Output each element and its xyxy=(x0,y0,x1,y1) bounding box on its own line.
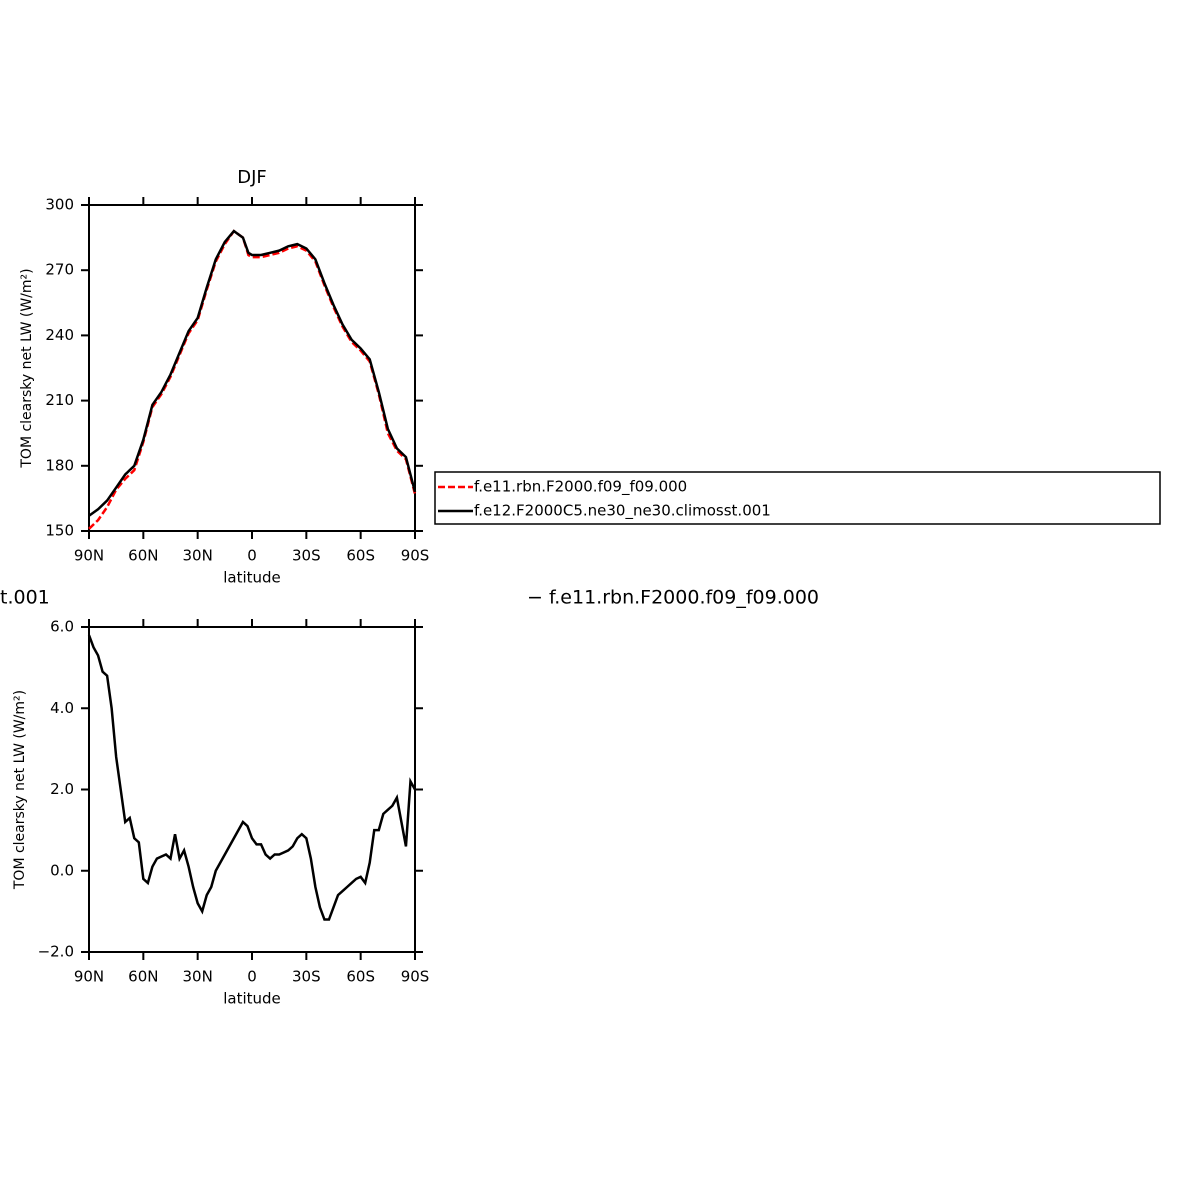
y-axis-label: TOM clearsky net LW (W/m²) xyxy=(19,268,35,468)
x-tick-label: 30N xyxy=(183,968,213,986)
x-tick-label: 90N xyxy=(74,547,104,565)
x-axis-label: latitude xyxy=(223,569,281,587)
y-tick-label: 210 xyxy=(45,391,74,409)
plot-frame xyxy=(88,204,416,532)
x-tick-label: 90S xyxy=(401,968,430,986)
legend-label: f.e12.F2000C5.ne30_ne30.climosst.001 xyxy=(474,502,771,521)
x-tick-label: 60N xyxy=(128,968,158,986)
y-tick-label: 0.0 xyxy=(50,861,74,879)
data-line xyxy=(88,229,417,530)
x-tick-label: 30S xyxy=(292,968,321,986)
y-tick-label: 180 xyxy=(45,456,74,474)
x-axis-label: latitude xyxy=(223,990,281,1008)
x-tick-label: 60S xyxy=(346,968,375,986)
y-tick-label: 150 xyxy=(45,522,74,540)
y-tick-label: −2.0 xyxy=(38,943,74,961)
x-tick-label: 60N xyxy=(128,547,158,565)
legend-box xyxy=(434,471,1161,525)
x-tick-label: 90S xyxy=(401,547,430,565)
annotation: t.001 xyxy=(0,587,50,609)
y-tick-label: 300 xyxy=(45,196,74,214)
chart-title: DJF xyxy=(237,167,267,188)
y-tick-label: 4.0 xyxy=(50,699,74,717)
y-tick-label: 6.0 xyxy=(50,618,74,636)
x-tick-label: 90N xyxy=(74,968,104,986)
x-tick-label: 30S xyxy=(292,547,321,565)
y-tick-label: 2.0 xyxy=(50,780,74,798)
x-tick-label: 0 xyxy=(247,547,257,565)
legend-label: f.e11.rbn.F2000.f09_f09.000 xyxy=(474,478,687,497)
x-tick-label: 0 xyxy=(247,968,257,986)
plot-frame xyxy=(88,626,416,953)
y-tick-label: 270 xyxy=(45,261,74,279)
data-line xyxy=(88,229,417,517)
annotation: − f.e11.rbn.F2000.f09_f09.000 xyxy=(527,587,819,609)
x-tick-label: 60S xyxy=(346,547,375,565)
x-tick-label: 30N xyxy=(183,547,213,565)
y-axis-label: TOM clearsky net LW (W/m²) xyxy=(12,690,28,890)
y-tick-label: 240 xyxy=(45,326,74,344)
data-line xyxy=(87,634,417,921)
